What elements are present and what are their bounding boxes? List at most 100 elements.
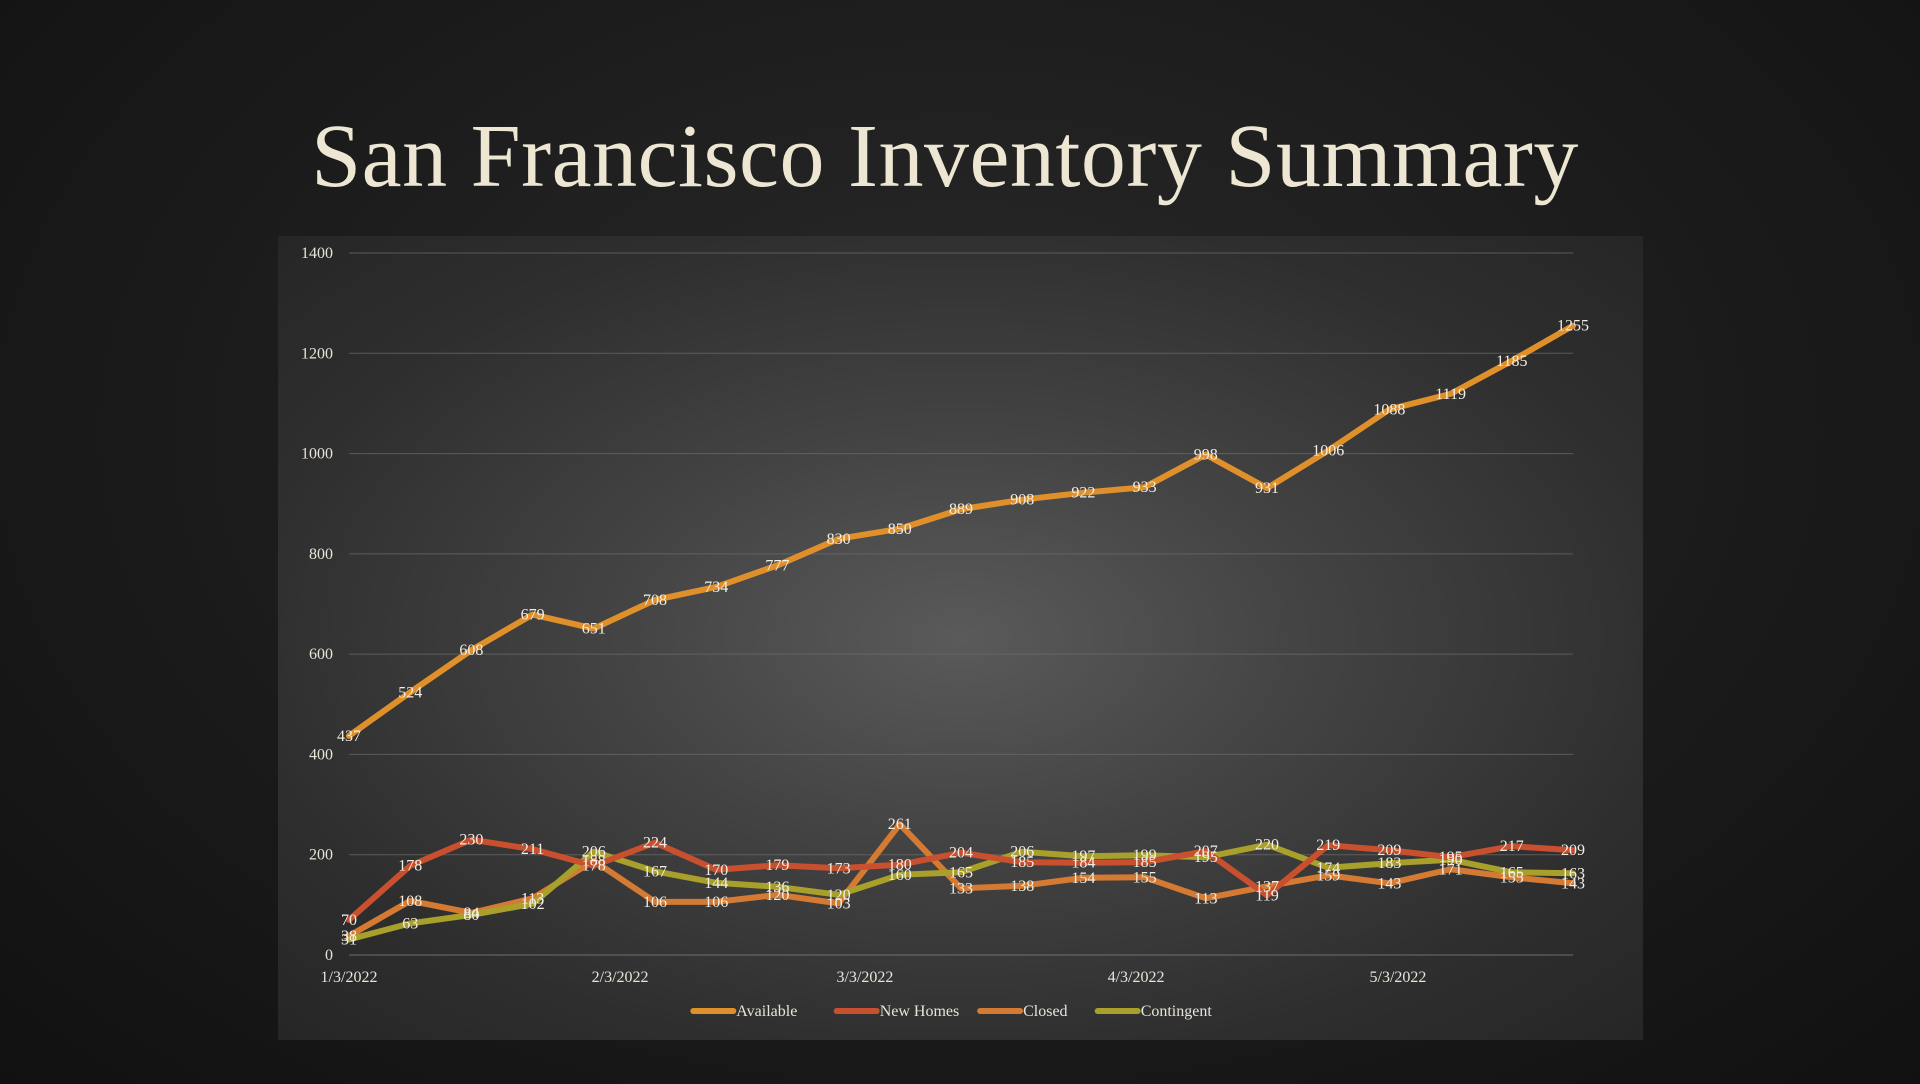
data-label-available: 437 xyxy=(337,728,361,745)
data-label-contingent: 102 xyxy=(521,896,545,913)
data-label-new-homes: 178 xyxy=(398,858,422,875)
data-label-contingent: 199 xyxy=(1133,847,1157,864)
data-label-contingent: 197 xyxy=(1071,848,1095,865)
legend-label-closed: Closed xyxy=(1023,1003,1067,1020)
data-label-closed: 188 xyxy=(582,853,606,870)
data-label-closed: 159 xyxy=(1316,867,1340,884)
data-label-available: 830 xyxy=(827,531,851,548)
data-label-contingent: 183 xyxy=(1377,855,1401,872)
data-label-new-homes: 178 xyxy=(582,858,606,875)
data-label-contingent: 63 xyxy=(402,915,418,932)
data-label-new-homes: 207 xyxy=(1194,843,1218,860)
data-label-new-homes: 209 xyxy=(1561,842,1585,859)
x-tick-label: 5/3/2022 xyxy=(1370,969,1427,986)
legend-label-contingent: Contingent xyxy=(1141,1003,1213,1020)
data-label-available: 850 xyxy=(888,521,912,538)
data-label-closed: 106 xyxy=(643,894,667,911)
data-label-closed: 155 xyxy=(1500,869,1524,886)
data-label-new-homes: 185 xyxy=(1010,854,1034,871)
data-label-closed: 103 xyxy=(827,895,851,912)
data-label-new-homes: 204 xyxy=(949,845,973,862)
data-label-closed: 84 xyxy=(463,905,479,922)
data-label-new-homes: 185 xyxy=(1133,854,1157,871)
data-label-new-homes: 184 xyxy=(1071,855,1095,872)
data-label-closed: 154 xyxy=(1071,870,1095,887)
y-tick-label: 0 xyxy=(325,947,333,964)
chart-panel: 0 200 400 600 800 1000 1200 1400 1/3/2022 2/3/202… xyxy=(278,236,1643,1040)
data-label-closed: 171 xyxy=(1439,861,1463,878)
data-label-available: 908 xyxy=(1010,492,1034,509)
data-label-closed: 143 xyxy=(1561,875,1585,892)
data-label-available: 1255 xyxy=(1557,318,1589,335)
data-label-contingent: 80 xyxy=(463,907,479,924)
data-label-available: 1119 xyxy=(1435,386,1466,403)
y-tick-label: 400 xyxy=(309,746,333,763)
data-label-available: 524 xyxy=(398,684,422,701)
data-label-available: 998 xyxy=(1194,447,1218,464)
data-label-available: 1006 xyxy=(1312,443,1344,460)
data-label-closed: 143 xyxy=(1377,875,1401,892)
y-tick-label: 1200 xyxy=(301,345,333,362)
data-label-available: 708 xyxy=(643,592,667,609)
x-tick-label: 4/3/2022 xyxy=(1108,969,1165,986)
data-label-available: 922 xyxy=(1071,485,1095,502)
data-label-new-homes: 217 xyxy=(1500,838,1524,855)
data-label-contingent: 31 xyxy=(341,931,357,948)
data-label-new-homes: 224 xyxy=(643,835,667,852)
y-tick-label: 200 xyxy=(309,847,333,864)
data-label-contingent: 163 xyxy=(1561,865,1585,882)
data-label-available: 734 xyxy=(704,579,728,596)
series-line-available xyxy=(346,322,1576,739)
data-label-contingent: 190 xyxy=(1439,852,1463,869)
series-line-new-homes xyxy=(346,836,1576,923)
data-label-contingent: 206 xyxy=(582,844,606,861)
legend-label-available: Available xyxy=(736,1003,797,1020)
data-label-contingent: 120 xyxy=(827,887,851,904)
data-label-available: 1088 xyxy=(1373,401,1405,418)
data-label-new-homes: 179 xyxy=(765,857,789,874)
data-label-contingent: 167 xyxy=(643,863,667,880)
legend-label-new-homes: New Homes xyxy=(880,1003,960,1020)
data-label-available: 889 xyxy=(949,501,973,518)
data-label-closed: 38 xyxy=(341,928,357,945)
data-label-contingent: 165 xyxy=(1500,864,1524,881)
data-label-closed: 113 xyxy=(521,890,544,907)
data-label-new-homes: 219 xyxy=(1316,837,1340,854)
data-label-closed: 138 xyxy=(1010,878,1034,895)
data-label-new-homes: 173 xyxy=(827,860,851,877)
data-label-contingent: 220 xyxy=(1255,837,1279,854)
data-label-available: 679 xyxy=(521,607,545,624)
data-label-new-homes: 230 xyxy=(459,832,483,849)
y-tick-label: 600 xyxy=(309,646,333,663)
y-tick-label: 1400 xyxy=(301,245,333,262)
data-label-available: 933 xyxy=(1133,479,1157,496)
data-label-contingent: 136 xyxy=(765,879,789,896)
x-tick-label: 3/3/2022 xyxy=(836,969,893,986)
data-label-contingent: 206 xyxy=(1010,844,1034,861)
data-label-closed: 120 xyxy=(765,887,789,904)
data-label-closed: 108 xyxy=(398,893,422,910)
data-label-closed: 155 xyxy=(1133,869,1157,886)
data-label-contingent: 195 xyxy=(1194,849,1218,866)
data-label-closed: 137 xyxy=(1255,878,1279,895)
data-label-contingent: 144 xyxy=(704,875,728,892)
y-tick-label: 1000 xyxy=(301,446,333,463)
data-label-new-homes: 195 xyxy=(1439,849,1463,866)
data-label-contingent: 160 xyxy=(888,867,912,884)
data-label-closed: 133 xyxy=(949,880,973,897)
data-label-closed: 261 xyxy=(888,816,912,833)
data-label-new-homes: 209 xyxy=(1377,842,1401,859)
data-label-contingent: 165 xyxy=(949,864,973,881)
data-label-available: 931 xyxy=(1255,480,1279,497)
y-tick-label: 800 xyxy=(309,546,333,563)
data-label-new-homes: 170 xyxy=(704,862,728,879)
data-label-closed: 106 xyxy=(704,894,728,911)
data-label-new-homes: 70 xyxy=(341,912,357,929)
data-label-available: 777 xyxy=(765,557,789,574)
data-label-available: 608 xyxy=(459,642,483,659)
line-chart: 0 200 400 600 800 1000 1200 1400 1/3/2022 2/3/202… xyxy=(301,245,1589,1020)
data-label-available: 651 xyxy=(582,621,606,638)
data-label-contingent: 174 xyxy=(1316,860,1340,877)
data-label-new-homes: 211 xyxy=(521,841,544,858)
